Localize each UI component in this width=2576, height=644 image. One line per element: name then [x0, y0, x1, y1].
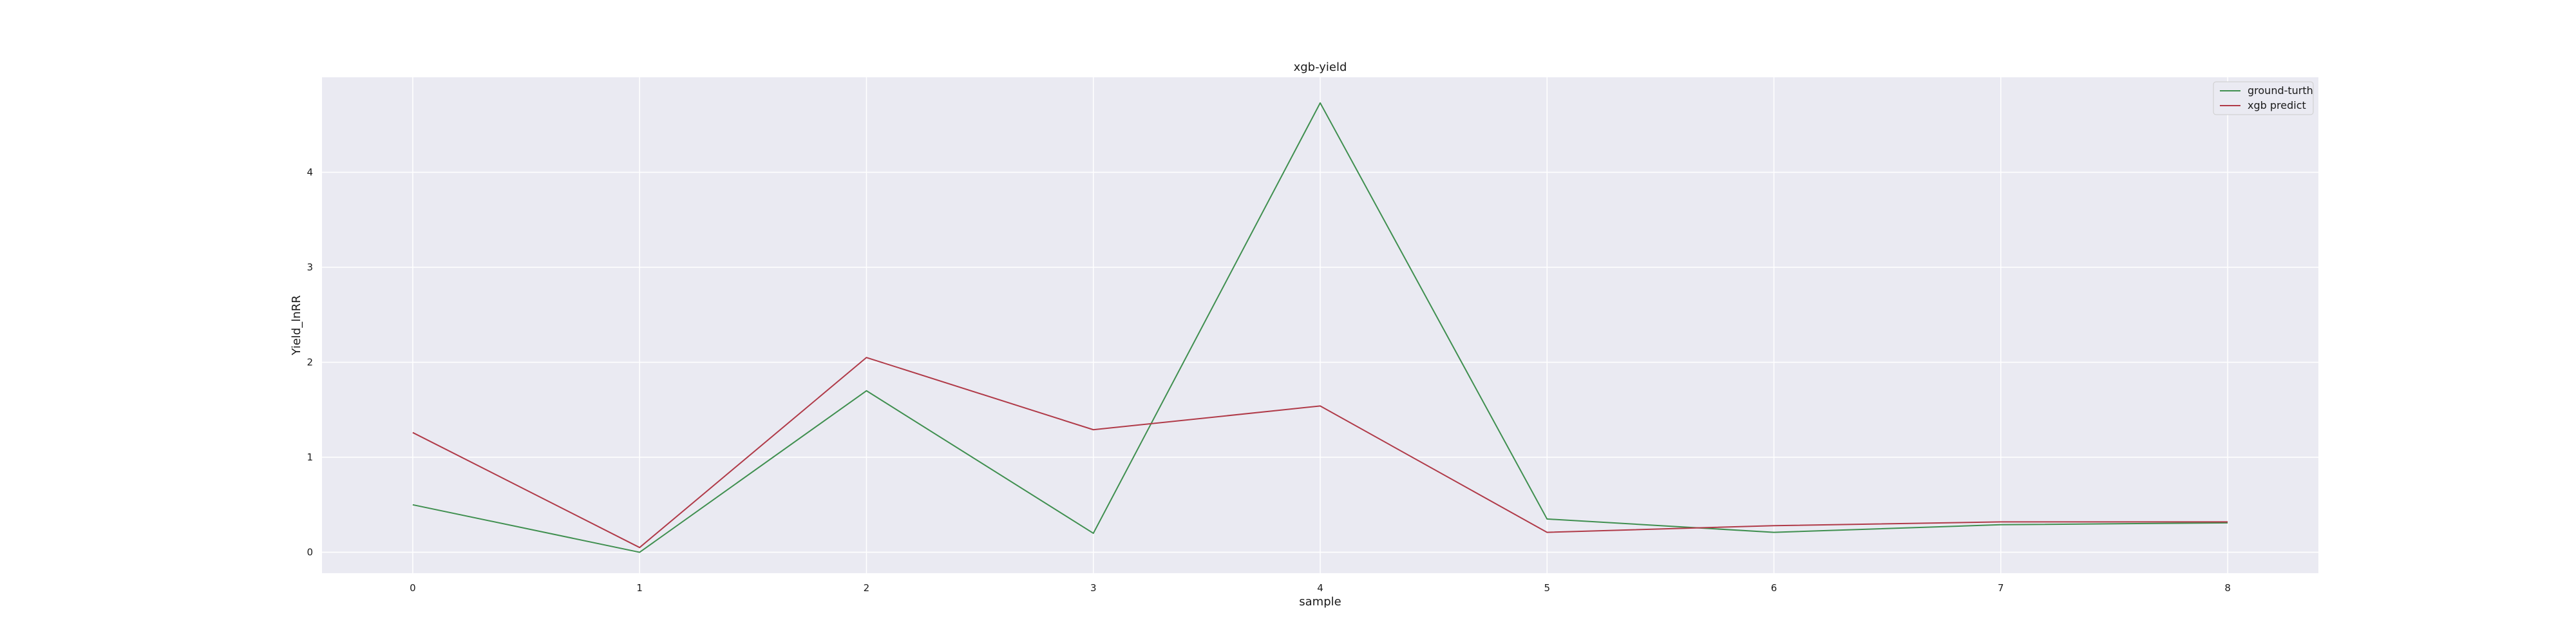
- y-axis-ticks: 0 1 2 3 4: [307, 167, 313, 558]
- y-tick-label: 3: [307, 261, 313, 273]
- x-tick-label: 2: [864, 582, 870, 594]
- x-tick-label: 4: [1317, 582, 1323, 594]
- legend-box: [2213, 81, 2314, 115]
- x-tick-label: 7: [1998, 582, 2004, 594]
- legend-label: xgb predict: [2248, 99, 2306, 111]
- y-tick-label: 4: [307, 167, 313, 178]
- chart-title: xgb-yield: [1294, 61, 1347, 74]
- y-tick-label: 0: [307, 547, 313, 558]
- legend-label: ground-turth: [2248, 84, 2313, 97]
- x-tick-label: 0: [410, 582, 416, 594]
- x-tick-label: 8: [2224, 582, 2231, 594]
- x-tick-label: 6: [1771, 582, 1777, 594]
- y-axis-label: Yield_lnRR: [290, 295, 303, 355]
- series-line-ground-turth: [412, 102, 2228, 553]
- x-axis-label: sample: [1299, 595, 1341, 609]
- series-line-xgb-predict: [412, 357, 2228, 549]
- legend: ground-turth xgb predict: [2213, 81, 2314, 115]
- x-tick-label: 5: [1544, 582, 1550, 594]
- x-tick-label: 1: [636, 582, 643, 594]
- x-tick-label: 3: [1090, 582, 1097, 594]
- y-tick-label: 1: [307, 451, 313, 463]
- x-axis-ticks: 0 1 2 3 4 5 6 7 8: [410, 582, 2231, 594]
- grid: [322, 77, 2318, 573]
- series-lines: [412, 102, 2228, 553]
- y-tick-label: 2: [307, 357, 313, 368]
